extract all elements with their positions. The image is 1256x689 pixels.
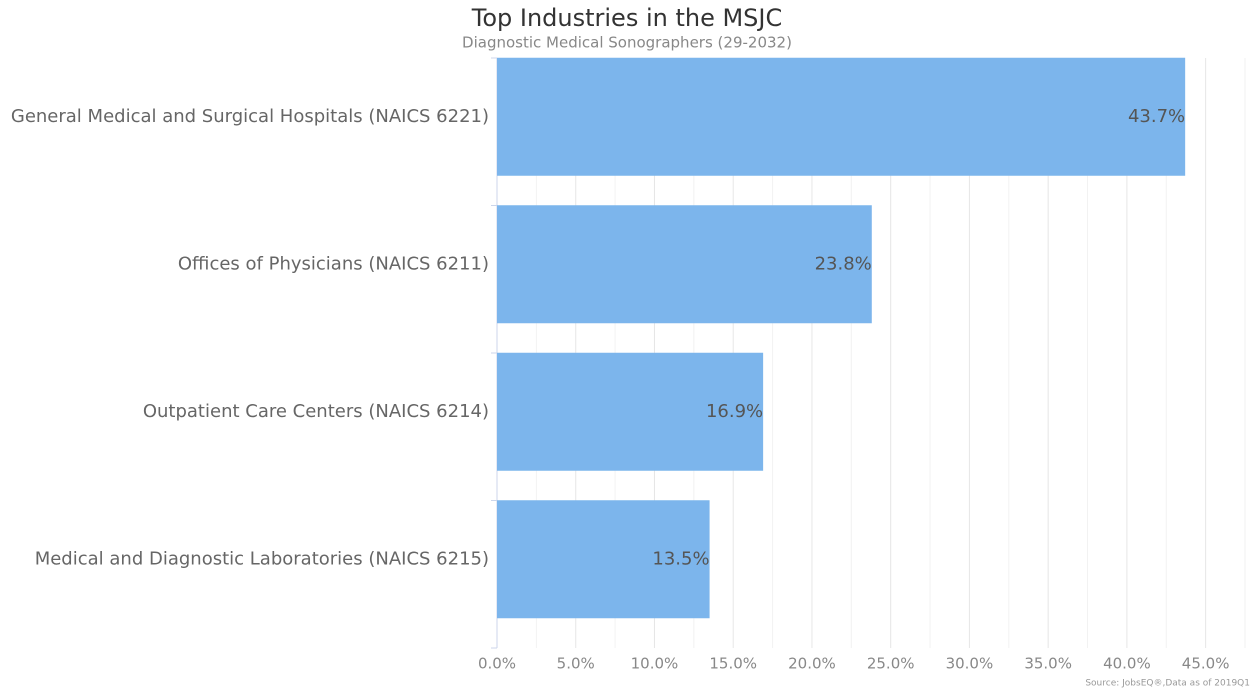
y-tick-label: Medical and Diagnostic Laboratories (NAI… [35,548,489,569]
x-tick-label: 35.0% [1024,655,1072,673]
x-tick-label: 25.0% [867,655,915,673]
value-label: 16.9% [706,401,763,422]
bar [497,57,1186,176]
x-tick-label: 15.0% [709,655,757,673]
x-tick-label: 10.0% [631,655,679,673]
chart-subtitle: Diagnostic Medical Sonographers (29-2032… [462,34,792,52]
bar [497,205,872,324]
value-label: 43.7% [1128,106,1185,127]
value-label: 13.5% [652,548,709,569]
bar [497,352,764,471]
chart-title: Top Industries in the MSJC [471,4,783,32]
x-tick-label: 30.0% [946,655,994,673]
y-tick-label: General Medical and Surgical Hospitals (… [11,106,489,127]
x-tick-label: 45.0% [1182,655,1230,673]
x-tick-label: 0.0% [478,655,516,673]
source-note: Source: JobsEQ®,Data as of 2019Q1 [1085,679,1250,689]
y-tick-label: Offices of Physicians (NAICS 6211) [178,253,489,274]
y-tick-label: Outpatient Care Centers (NAICS 6214) [143,401,489,422]
value-label: 23.8% [815,253,872,274]
x-tick-label: 40.0% [1103,655,1151,673]
x-tick-label: 5.0% [557,655,595,673]
x-tick-label: 20.0% [788,655,836,673]
bar [497,500,710,619]
